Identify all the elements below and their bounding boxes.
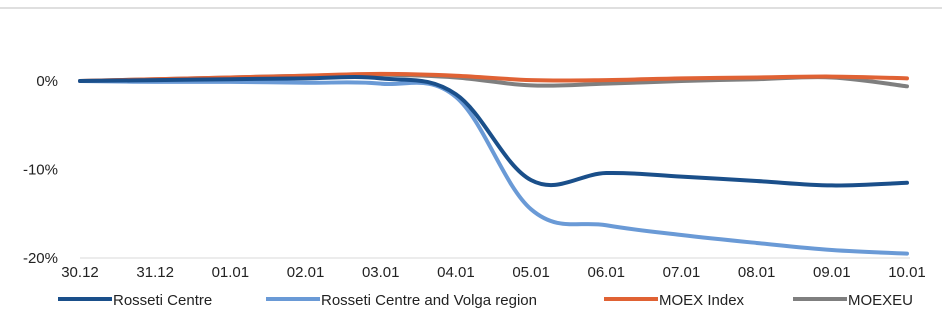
legend-label-moexeu: MOEXEU	[848, 292, 913, 309]
x-tick-label: 06.01	[587, 264, 625, 281]
x-tick-label: 09.01	[813, 264, 851, 281]
y-tick-label: -10%	[23, 162, 58, 179]
x-tick-label: 05.01	[512, 264, 550, 281]
series-line-rosseti-centre	[78, 75, 909, 188]
legend-label-rosseti-centre: Rosseti Centre	[113, 292, 212, 309]
x-tick-label: 01.01	[212, 264, 250, 281]
y-axis-ticks: 0% -10% -20%	[23, 73, 58, 267]
x-tick-label: 30.12	[61, 264, 99, 281]
series-line-rosseti-centre-and-volga-region	[78, 79, 909, 256]
x-tick-label: 08.01	[738, 264, 776, 281]
legend: Rosseti Centre Rosseti Centre and Volga r…	[58, 292, 913, 309]
x-tick-label: 04.01	[437, 264, 475, 281]
legend-label-rosseti-centre-and-volga-region: Rosseti Centre and Volga region	[321, 292, 537, 309]
x-tick-label: 02.01	[287, 264, 325, 281]
y-tick-label: -20%	[23, 250, 58, 267]
x-tick-label: 31.12	[136, 264, 174, 281]
legend-label-moex-index: MOEX Index	[659, 292, 745, 309]
x-tick-label: 07.01	[663, 264, 701, 281]
x-tick-label: 10.01	[888, 264, 926, 281]
series-lines	[78, 71, 909, 256]
y-tick-label: 0%	[36, 73, 58, 90]
x-axis-ticks: 30.12 31.12 01.01 02.01 03.01 04.01 05.01 06.01…	[61, 264, 926, 281]
x-tick-label: 03.01	[362, 264, 400, 281]
